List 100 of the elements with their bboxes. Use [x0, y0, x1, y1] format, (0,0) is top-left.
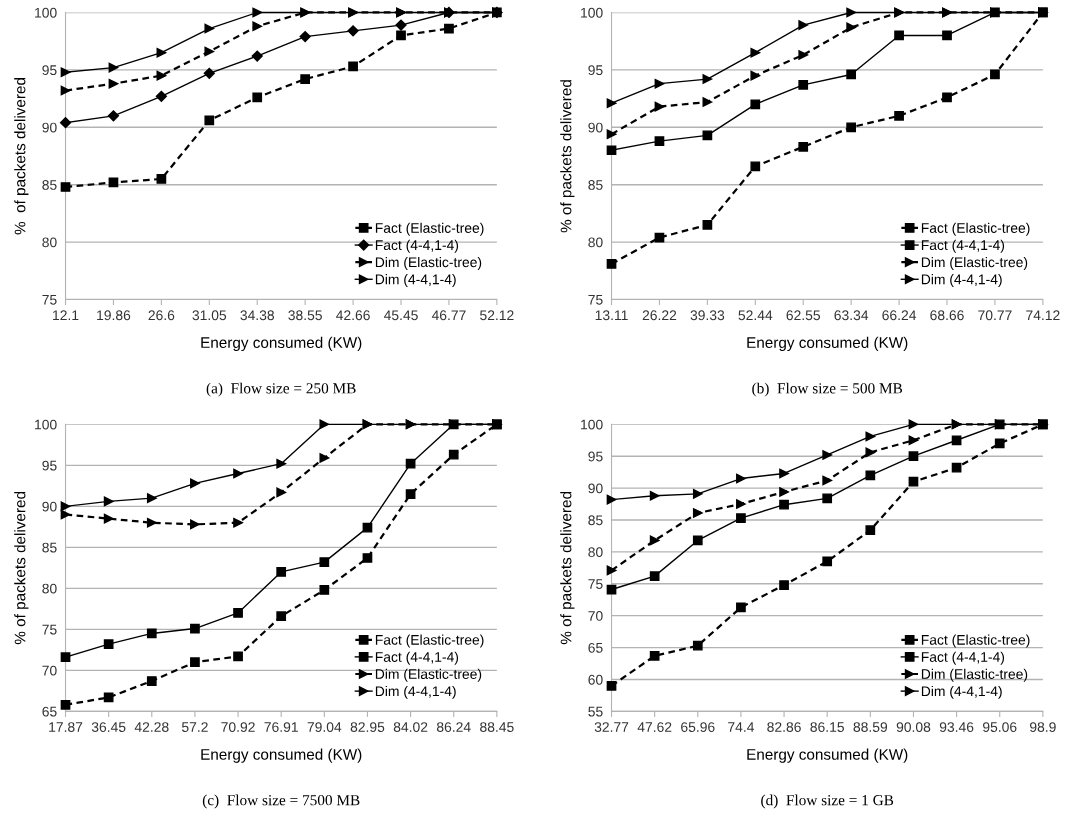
y-tick-label: 100 — [35, 419, 57, 430]
y-tick-label: 85 — [42, 542, 57, 553]
x-tick-label: 62.55 — [786, 310, 821, 321]
x-tick-label: 17.87 — [49, 722, 83, 732]
x-tick-label: 45.45 — [383, 310, 418, 321]
x-tick-label: 86.15 — [810, 722, 844, 732]
legend-label: Dim (4-4,1-4) — [921, 274, 1002, 288]
x-tick-label: 86.24 — [436, 722, 471, 732]
y-tick-label: 80 — [42, 237, 57, 248]
x-tick-label: 46.77 — [431, 310, 466, 321]
x-tick-label: 57.2 — [181, 722, 208, 732]
x-tick-label: 52.12 — [480, 310, 514, 321]
legend-label: Fact (Elastic-tree) — [375, 634, 484, 648]
x-tick-label: 74.4 — [728, 722, 755, 732]
legend-label: Dim (4-4,1-4) — [375, 685, 456, 699]
x-tick-label: 19.86 — [97, 310, 131, 321]
x-tick-label: 42.28 — [134, 722, 169, 732]
y-tick-label: 90 — [42, 501, 57, 512]
x-axis-title: Energy consumed (KW) — [747, 336, 908, 352]
x-tick-label: 66.24 — [882, 310, 917, 321]
y-tick-label: 100 — [581, 419, 603, 430]
x-axis-title: Energy consumed (KW) — [747, 748, 908, 763]
x-tick-label: 65.96 — [681, 722, 715, 732]
x-tick-label: 84.02 — [393, 722, 428, 732]
x-tick-label: 88.45 — [480, 722, 514, 732]
y-tick-label: 80 — [588, 237, 603, 248]
x-tick-label: 95.06 — [983, 722, 1017, 732]
legend-label: Fact (4-4,1-4) — [375, 651, 459, 665]
legend-label: Fact (4-4,1-4) — [921, 651, 1005, 665]
y-tick-label: 65 — [588, 642, 603, 653]
text: (c) Flow size = 7500 MB — [202, 794, 360, 809]
legend-label: Fact (Elastic-tree) — [375, 222, 484, 236]
y-tick-label: 85 — [588, 515, 603, 526]
legend-label: Dim (Elastic-tree) — [375, 668, 482, 682]
x-tick-label: 42.66 — [336, 310, 370, 321]
y-tick-label: 95 — [42, 460, 57, 471]
x-tick-label: 76.91 — [264, 722, 298, 732]
text: (b) Flow size = 500 MB — [752, 382, 903, 397]
y-tick-label: 90 — [588, 483, 603, 494]
x-tick-label: 74.12 — [1026, 310, 1060, 320]
x-tick-label: 82.86 — [767, 722, 801, 732]
x-tick-label: 93.46 — [939, 722, 974, 732]
x-tick-label: 70.77 — [978, 310, 1012, 321]
y-tick-label: 75 — [42, 624, 57, 635]
y-tick-label: 70 — [588, 611, 603, 621]
y-tick-label: 85 — [588, 180, 603, 190]
y-tick-label: 90 — [588, 122, 603, 133]
y-tick-label: 90 — [42, 122, 57, 133]
x-tick-label: 12.1 — [53, 310, 79, 320]
y-tick-label: 60 — [588, 674, 603, 685]
legend-label: Fact (Elastic-tree) — [921, 634, 1030, 648]
x-tick-label: 79.04 — [307, 722, 342, 732]
x-tick-label: 47.62 — [637, 722, 672, 732]
y-tick-label: 80 — [42, 583, 57, 594]
legend-label: Dim (Elastic-tree) — [921, 256, 1028, 270]
y-axis-title: % of packets delivered — [14, 491, 29, 645]
text: (a) Flow size = 250 MB — [206, 382, 356, 397]
legend-label: Fact (4-4,1-4) — [375, 239, 459, 253]
x-axis-title: Energy consumed (KW) — [201, 748, 362, 763]
legend-label: Dim (Elastic-tree) — [375, 256, 482, 270]
text: (d) Flow size = 1 GB — [761, 794, 894, 809]
legend-label: Dim (Elastic-tree) — [921, 668, 1028, 682]
x-tick-label: 26.6 — [148, 310, 175, 321]
x-tick-label: 90.08 — [896, 722, 931, 732]
y-tick-label: 85 — [42, 180, 57, 190]
y-tick-label: 80 — [588, 547, 603, 558]
y-tick-label: 100 — [35, 7, 57, 18]
x-tick-label: 36.45 — [91, 722, 126, 732]
y-axis-title: % of packets delivered — [560, 491, 575, 645]
x-tick-label: 70.92 — [221, 722, 255, 732]
y-tick-label: 75 — [588, 579, 603, 589]
y-tick-label: 100 — [581, 7, 603, 18]
y-tick-label: 95 — [588, 65, 603, 76]
x-tick-label: 38.55 — [288, 310, 322, 321]
y-tick-label: 55 — [588, 706, 603, 717]
x-tick-label: 13.11 — [595, 310, 628, 321]
y-axis-title: % of packets delivered — [14, 78, 29, 235]
y-tick-label: 95 — [42, 65, 57, 76]
legend-label: Dim (4-4,1-4) — [375, 274, 456, 288]
x-tick-label: 68.66 — [930, 310, 964, 321]
y-axis-title: % of packets delivered — [560, 80, 575, 233]
x-tick-label: 34.38 — [240, 310, 274, 321]
x-tick-label: 39.33 — [690, 310, 725, 321]
legend-label: Dim (4-4,1-4) — [921, 685, 1002, 699]
x-tick-label: 26.22 — [642, 310, 677, 321]
y-tick-label: 75 — [42, 295, 57, 305]
y-tick-label: 65 — [42, 706, 57, 717]
x-tick-label: 88.59 — [853, 722, 888, 732]
y-tick-label: 75 — [588, 295, 603, 305]
legend-label: Fact (4-4,1-4) — [921, 239, 1005, 253]
legend-label: Fact (Elastic-tree) — [921, 222, 1030, 236]
x-axis-title: Energy consumed (KW) — [201, 336, 362, 352]
y-tick-label: 70 — [42, 665, 57, 676]
x-tick-label: 52.44 — [738, 310, 773, 321]
x-tick-label: 32.77 — [594, 722, 629, 732]
y-tick-label: 95 — [588, 451, 603, 462]
x-tick-label: 98.9 — [1030, 722, 1056, 732]
x-tick-label: 31.05 — [192, 310, 227, 321]
x-tick-label: 82.95 — [350, 722, 385, 732]
x-tick-label: 63.34 — [834, 310, 869, 321]
